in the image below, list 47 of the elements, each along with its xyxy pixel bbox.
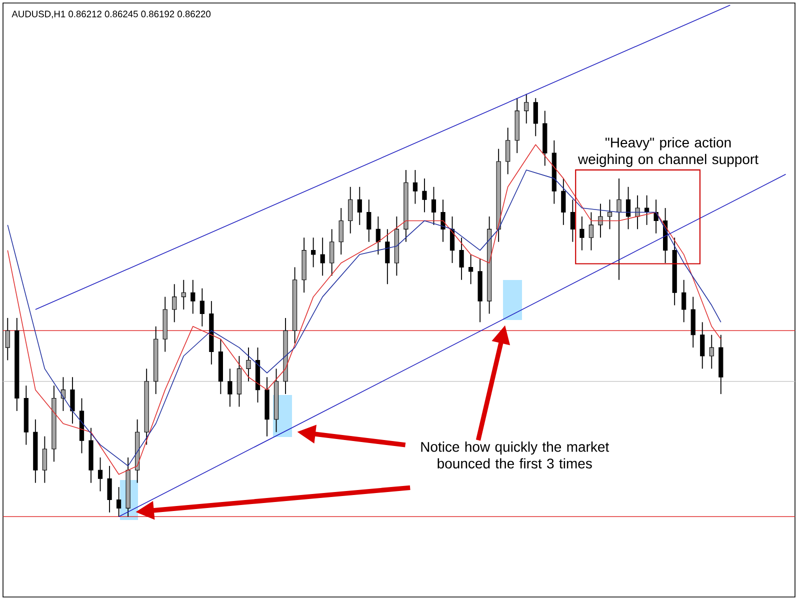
candlestick xyxy=(357,186,362,226)
candlestick xyxy=(385,228,390,285)
candlestick xyxy=(348,186,353,234)
candlestick xyxy=(561,178,566,226)
candlestick xyxy=(607,199,612,230)
candlestick xyxy=(320,237,325,276)
candlestick xyxy=(228,368,232,408)
candlestick xyxy=(181,279,186,310)
candlestick xyxy=(412,170,418,204)
candlestick xyxy=(616,178,622,280)
candlestick xyxy=(246,347,251,382)
candlestick xyxy=(700,322,705,370)
candlestick xyxy=(70,376,75,424)
candlestick xyxy=(116,486,122,518)
candlestick xyxy=(5,317,10,361)
candlestick xyxy=(42,436,47,484)
candlestick xyxy=(468,254,474,285)
candlestick xyxy=(98,457,103,492)
candlestick xyxy=(200,288,204,327)
candlestick xyxy=(366,199,372,242)
candlestick xyxy=(524,93,529,124)
candlestick xyxy=(440,199,446,242)
candlestick xyxy=(598,203,603,238)
candlestick xyxy=(533,98,538,137)
candlestick xyxy=(172,284,177,323)
candlestick xyxy=(580,216,584,251)
candlestick xyxy=(654,199,658,234)
candlestick xyxy=(570,199,575,242)
candlestick xyxy=(107,465,112,513)
candlestick xyxy=(626,186,631,230)
candlestick xyxy=(376,216,380,256)
candlestick xyxy=(431,186,436,226)
candlestick xyxy=(338,208,344,256)
candlestick xyxy=(644,194,650,226)
candlestick xyxy=(311,237,316,268)
candlestick xyxy=(422,178,427,213)
candlestick xyxy=(588,212,594,251)
candlestick xyxy=(709,334,714,370)
annotation: "Heavy" price action weighing on channel support xyxy=(578,137,758,167)
candlestick xyxy=(635,194,640,230)
candlestick xyxy=(459,237,464,280)
annotation: Notice how quickly the market bounced the first 3 times xyxy=(421,442,610,469)
candlestick xyxy=(682,279,686,323)
candlestick xyxy=(190,279,196,314)
candlestick xyxy=(330,228,334,276)
candlestick xyxy=(506,127,510,175)
chart-title: AUDUSD,H1 0.86212 0.86245 0.86192 0.86220 xyxy=(12,10,211,18)
